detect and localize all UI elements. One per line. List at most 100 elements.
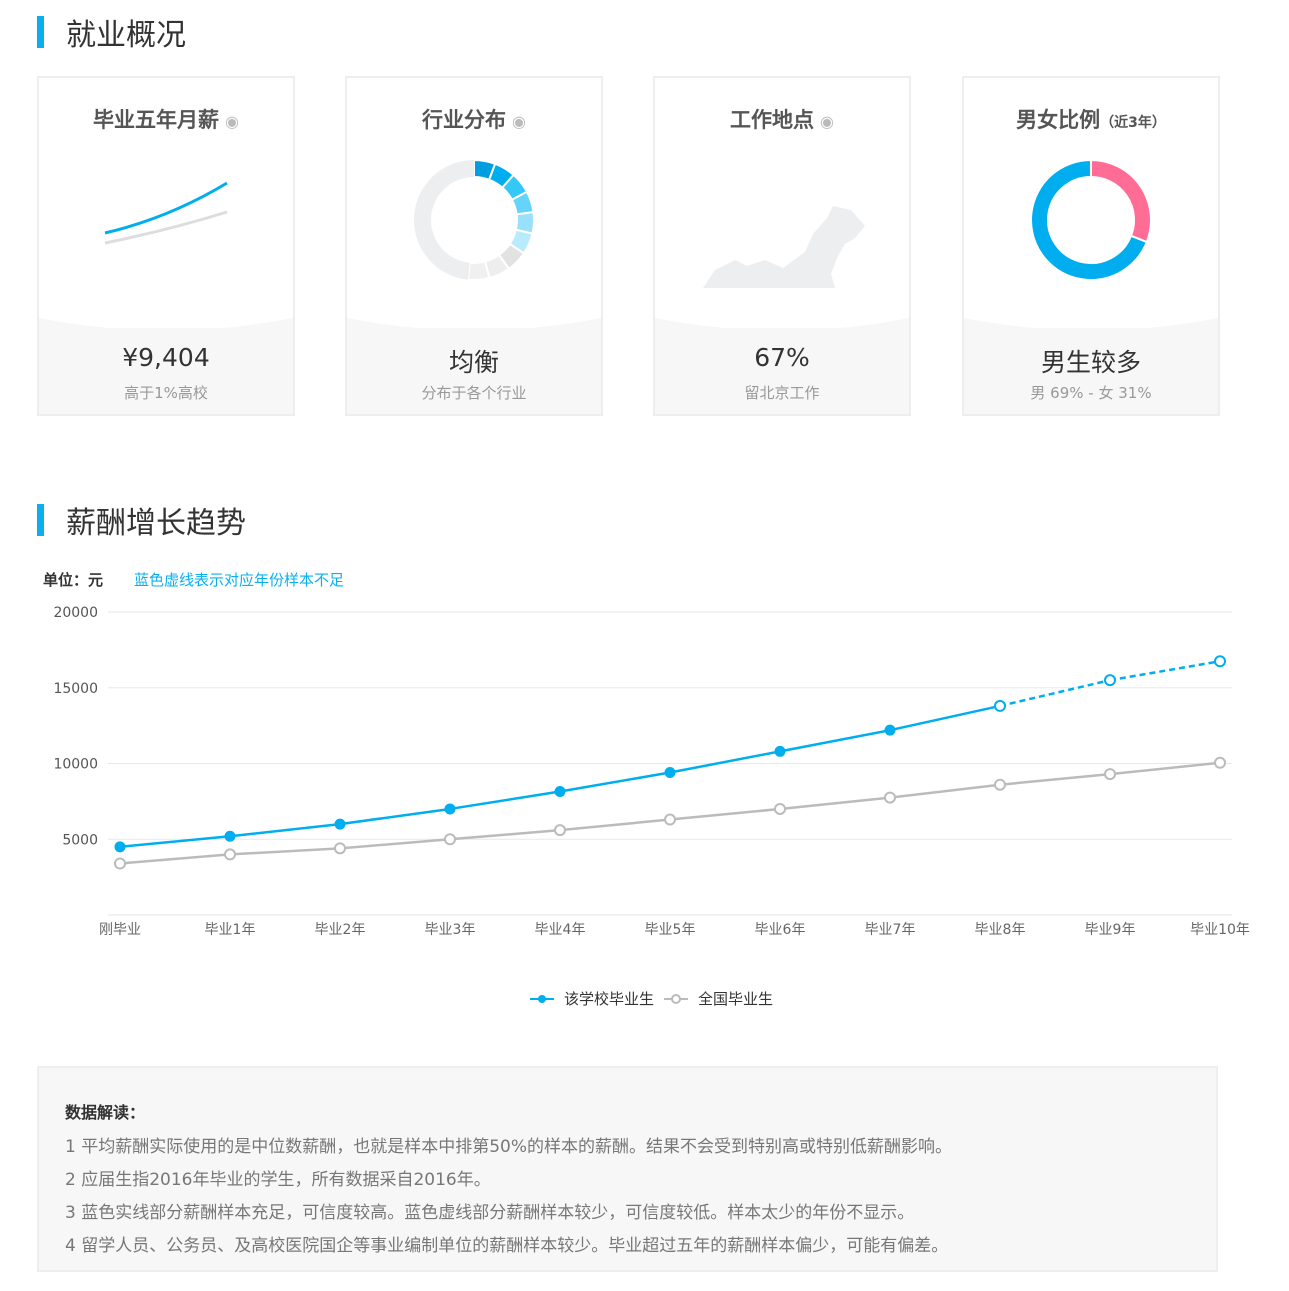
- school-point: [884, 724, 896, 736]
- card-title: 工作地点 ◉: [730, 108, 834, 132]
- series-segment: [669, 807, 781, 821]
- eye-icon[interactable]: ◉: [225, 112, 239, 131]
- x-tick-label: 毕业1年: [205, 922, 256, 938]
- national-point: [224, 848, 236, 861]
- school-point: [1214, 655, 1226, 668]
- title-bar: [37, 16, 44, 48]
- x-tick-label: 毕业5年: [645, 922, 696, 938]
- school-point: [554, 786, 566, 798]
- series-segment: [559, 771, 671, 793]
- series-segment: [449, 790, 561, 811]
- card-sub: 男 69% - 女 31%: [1030, 384, 1152, 402]
- card-industry[interactable]: 行业分布 ◉ 均衡 分布于各个行业: [345, 76, 603, 416]
- data-notes: 数据解读： 1 平均薪酬实际使用的是中位数薪酬，也就是样本中排第50%的样本的薪…: [37, 1066, 1218, 1272]
- card-title: 男女比例（近3年）: [1016, 108, 1166, 132]
- school-point: [114, 841, 126, 853]
- card-title: 毕业五年月薪 ◉: [93, 108, 239, 132]
- card-value: 男生较多: [1040, 348, 1141, 377]
- card-title: 行业分布 ◉: [422, 108, 526, 132]
- x-tick-label: 毕业7年: [865, 922, 916, 938]
- x-tick-label: 毕业3年: [425, 922, 476, 938]
- legend-school[interactable]: 该学校毕业生: [564, 990, 655, 1008]
- note-item: 1 平均薪酬实际使用的是中位数薪酬，也就是样本中排第50%的样本的薪酬。结果不会…: [65, 1137, 953, 1157]
- chart-legend: 该学校毕业生 全国毕业生: [530, 988, 773, 1009]
- card-sub: 高于1%高校: [124, 384, 208, 402]
- card-sub: 留北京工作: [744, 384, 820, 402]
- card-gender[interactable]: 男女比例（近3年） 男生较多 男 69% - 女 31%: [962, 76, 1220, 416]
- card-salary[interactable]: 毕业五年月薪 ◉ ¥9,404 高于1%高校: [37, 76, 295, 416]
- x-tick-label: 毕业4年: [535, 922, 586, 938]
- series-segment: [1109, 660, 1221, 682]
- series-segment: [669, 750, 781, 774]
- school-point: [334, 818, 346, 830]
- male-segment: [1030, 158, 1149, 281]
- series-segment: [119, 834, 231, 849]
- school-point: [444, 803, 456, 815]
- series-segment: [449, 828, 561, 841]
- national-point: [334, 842, 346, 855]
- section-title-employment: 就业概况: [37, 10, 186, 54]
- series-segment: [229, 822, 341, 838]
- series-segment: [889, 783, 1001, 799]
- unit-label: 单位：元: [43, 571, 103, 589]
- national-point: [114, 857, 126, 870]
- section-title-text: 薪酬增长趋势: [66, 506, 246, 541]
- series-segment: [339, 838, 451, 850]
- national-point: [554, 824, 566, 837]
- card-value: ¥9,404: [122, 343, 210, 372]
- eye-icon[interactable]: ◉: [512, 112, 526, 131]
- school-point: [774, 745, 786, 757]
- note-item: 4 留学人员、公务员、及高校医院国企等事业编制单位的薪酬样本较少。毕业超过五年的…: [65, 1236, 949, 1256]
- series-segment: [119, 853, 231, 865]
- industry-donut: [413, 158, 535, 281]
- series-segment: [229, 847, 341, 856]
- national-point: [664, 813, 676, 826]
- legend-marker-national: [664, 993, 689, 1004]
- national-point: [994, 778, 1006, 791]
- x-tick-label: 毕业6年: [755, 922, 806, 938]
- y-tick-label: 15000: [53, 681, 98, 697]
- card-value: 67%: [754, 343, 810, 372]
- card-sub: 分布于各个行业: [421, 384, 527, 402]
- x-tick-label: 毕业10年: [1190, 922, 1250, 938]
- y-tick-label: 5000: [62, 832, 98, 848]
- series-segment: [779, 796, 891, 811]
- series-segment: [559, 818, 671, 832]
- notes-title: 数据解读：: [65, 1103, 146, 1122]
- school-point: [1104, 674, 1116, 687]
- y-tick-label: 10000: [53, 757, 98, 773]
- x-tick-label: 刚毕业: [99, 922, 141, 938]
- series-segment: [999, 772, 1111, 786]
- female-segment: [1090, 158, 1152, 244]
- dashed-note: 蓝色虚线表示对应年份样本不足: [134, 571, 344, 589]
- school-point: [664, 767, 676, 779]
- y-tick-label: 20000: [53, 605, 98, 621]
- x-tick-label: 毕业9年: [1085, 922, 1136, 938]
- series-segment: [1109, 761, 1221, 776]
- salary-line-chart: 单位：元 蓝色虚线表示对应年份样本不足 5000 10000 15000 20000 刚…: [43, 571, 1250, 938]
- national-point: [774, 802, 786, 815]
- note-item: 2 应届生指2016年毕业的学生，所有数据采自2016年。: [65, 1170, 491, 1190]
- legend-national[interactable]: 全国毕业生: [698, 990, 774, 1008]
- mini-salary-chart: [104, 181, 228, 245]
- china-map: [703, 206, 865, 288]
- national-point: [1214, 756, 1226, 769]
- industry-segment: [413, 160, 474, 280]
- series-segment: [339, 807, 451, 826]
- national-point: [444, 833, 456, 846]
- eye-icon[interactable]: ◉: [820, 112, 834, 131]
- section-title-salary-trend: 薪酬增长趋势: [37, 498, 246, 542]
- card-location[interactable]: 工作地点 ◉ 67% 留北京工作: [653, 76, 911, 416]
- section-title-text: 就业概况: [66, 18, 186, 53]
- school-point: [224, 830, 236, 842]
- title-bar: [37, 504, 44, 536]
- legend-marker-school: [530, 994, 554, 1003]
- x-tick-label: 毕业8年: [975, 922, 1026, 938]
- card-value: 均衡: [448, 348, 499, 377]
- series-segment: [999, 678, 1111, 708]
- note-item: 3 蓝色实线部分薪酬样本充足，可信度较高。蓝色虚线部分薪酬样本较少，可信度较低。…: [65, 1203, 915, 1223]
- series-segment: [889, 704, 1001, 732]
- industry-segment: [467, 260, 491, 281]
- national-point: [1104, 768, 1116, 781]
- national-point: [884, 791, 896, 804]
